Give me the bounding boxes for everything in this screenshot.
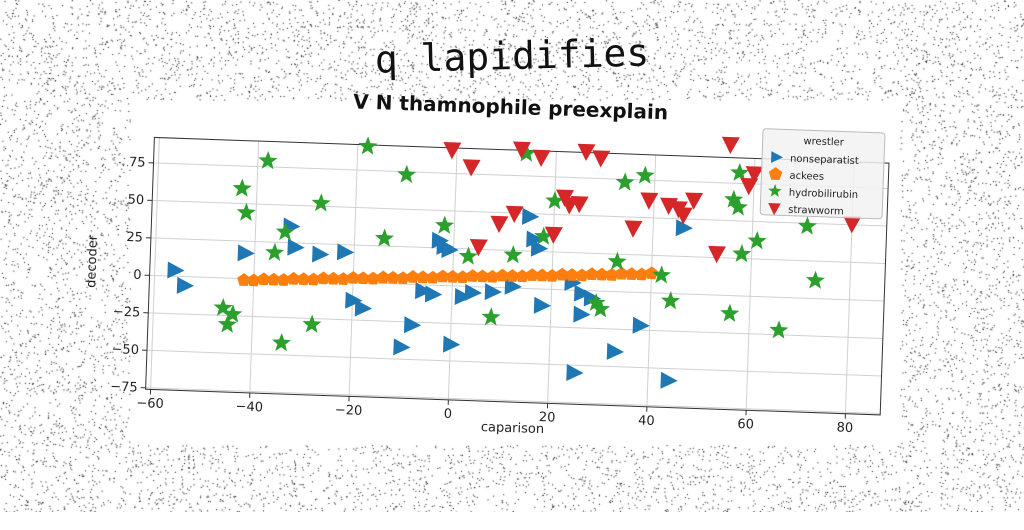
chart-title: V N thamnophile preexplain — [353, 89, 669, 124]
data-point — [355, 300, 373, 318]
x-tick-label: −40 — [235, 399, 263, 415]
y-tick-label: −50 — [111, 342, 139, 358]
data-point — [312, 246, 330, 264]
data-point — [769, 320, 789, 339]
data-point — [404, 316, 422, 334]
y-tick-label: 0 — [133, 268, 142, 283]
x-tick-label: −20 — [335, 403, 363, 419]
data-point — [393, 338, 411, 356]
y-tick-label: 75 — [129, 155, 146, 171]
legend-label: nonseparatist — [790, 154, 859, 167]
legend-label: strawworm — [788, 205, 844, 218]
x-axis-label: caparison — [481, 420, 545, 437]
x-grid-line — [151, 138, 160, 390]
data-point — [238, 244, 256, 262]
data-point — [443, 142, 462, 160]
legend: wrestler nonseparatistackeeshydrobilirub… — [760, 129, 885, 219]
data-point — [358, 136, 378, 155]
data-point — [236, 202, 256, 221]
x-grid-line — [250, 141, 259, 393]
data-point — [615, 172, 635, 191]
data-point — [633, 317, 651, 335]
x-tick-label: 0 — [443, 407, 452, 422]
y-grid-line — [147, 350, 882, 376]
data-point — [503, 245, 523, 264]
data-point — [721, 137, 740, 155]
data-point — [806, 270, 826, 289]
data-point — [397, 164, 417, 183]
data-point — [425, 285, 443, 303]
data-series — [164, 118, 864, 396]
x-grid-line — [349, 145, 358, 397]
y-tick-label: 25 — [126, 230, 143, 246]
data-point — [505, 206, 524, 224]
data-point — [177, 277, 195, 295]
data-point — [660, 372, 678, 390]
y-axis-label: decoder — [84, 234, 101, 288]
data-point — [272, 333, 292, 352]
data-point — [797, 216, 817, 235]
x-tick-label: 80 — [836, 420, 853, 436]
data-point — [481, 307, 501, 326]
data-point — [640, 192, 659, 210]
data-point — [635, 165, 655, 184]
data-point — [375, 228, 395, 247]
data-point — [522, 208, 540, 226]
y-axis-ticks: −75 −50 −25 0 25 50 75 — [110, 155, 154, 396]
data-point — [490, 216, 509, 234]
data-point — [732, 244, 752, 263]
data-point — [232, 178, 252, 197]
data-point — [485, 283, 503, 301]
data-point — [435, 215, 455, 234]
data-point — [592, 150, 611, 168]
series-ackees — [237, 252, 658, 300]
data-point — [311, 193, 331, 212]
data-point — [441, 241, 459, 259]
y-tick-label: −25 — [113, 305, 141, 321]
data-point — [302, 314, 322, 333]
data-point — [607, 343, 625, 361]
data-point — [534, 297, 552, 315]
data-point — [566, 364, 584, 382]
data-point — [265, 242, 285, 261]
data-point — [287, 239, 305, 257]
data-point — [443, 336, 461, 354]
x-tick-label: 40 — [638, 413, 655, 429]
data-point — [720, 303, 740, 322]
data-point — [532, 150, 551, 168]
y-grid-line — [148, 313, 883, 339]
x-grid-line — [746, 158, 755, 410]
data-point — [573, 306, 591, 324]
data-point — [747, 231, 767, 250]
y-tick-label: −75 — [110, 380, 138, 396]
data-point — [624, 220, 643, 238]
data-point — [337, 243, 355, 261]
data-point — [707, 246, 726, 264]
legend-label: ackees — [789, 171, 824, 183]
x-tick-label: −60 — [136, 396, 164, 412]
y-tick-label: 50 — [127, 193, 144, 209]
x-tick-label: 60 — [737, 417, 754, 433]
data-point — [685, 192, 704, 210]
legend-title: wrestler — [803, 136, 845, 148]
y-grid-line — [151, 238, 886, 264]
